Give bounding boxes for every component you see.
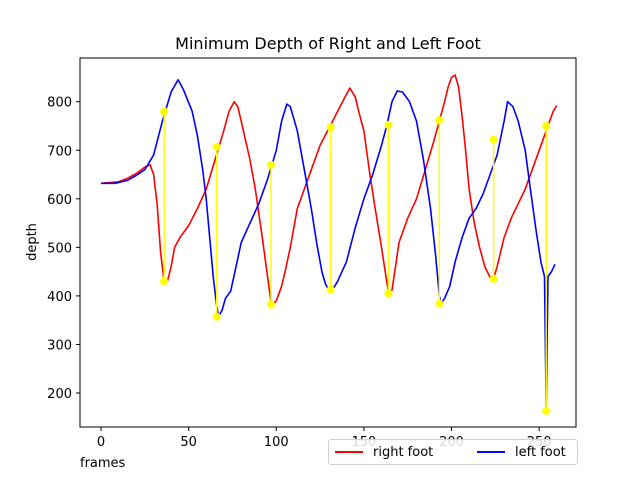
x-tick-label: 0: [97, 435, 105, 450]
y-tick-label: 400: [47, 290, 72, 305]
step-marker-point-2-1: [267, 160, 276, 169]
legend-item-right-foot: right foot: [335, 444, 433, 460]
y-axis-label: depth: [25, 223, 40, 261]
plot-frame: [79, 57, 577, 428]
step-marker-point-1-0: [212, 312, 221, 321]
legend-item-left-foot: left foot: [477, 444, 566, 460]
y-tick-label: 700: [47, 144, 72, 159]
step-marker-point-0-0: [160, 277, 169, 286]
legend-swatch-left-foot: [477, 451, 505, 453]
series-line-right-foot: [100, 74, 558, 306]
step-marker-point-4-1: [384, 121, 393, 130]
step-marker-point-6-0: [489, 274, 498, 283]
x-tick-label: 50: [180, 435, 197, 450]
step-marker-point-7-1: [542, 121, 551, 130]
x-tick-label: 100: [264, 435, 289, 450]
legend-label-right-foot: right foot: [373, 444, 434, 460]
step-marker-point-3-0: [326, 285, 335, 294]
step-marker-point-5-0: [435, 299, 444, 308]
step-marker-point-2-0: [267, 300, 276, 309]
plot-area: [100, 74, 558, 415]
legend: right foot left foot: [328, 439, 578, 465]
step-marker-point-7-0: [542, 406, 551, 415]
step-marker-point-5-1: [435, 116, 444, 125]
y-axis: 200 300 400 500 600 700 800: [47, 96, 80, 402]
step-marker-point-6-1: [489, 135, 498, 144]
step-marker-point-3-1: [326, 123, 335, 132]
chart-title: Minimum Depth of Right and Left Foot: [175, 34, 481, 53]
legend-swatch-right-foot: [335, 451, 363, 453]
step-marker-point-1-1: [212, 142, 221, 151]
legend-label-left-foot: left foot: [515, 444, 566, 460]
step-marker-point-0-1: [160, 107, 169, 116]
x-axis-label: frames: [80, 456, 126, 471]
step-marker-point-4-0: [384, 289, 393, 298]
y-tick-label: 600: [47, 193, 72, 208]
y-tick-label: 500: [47, 241, 72, 256]
y-tick-label: 200: [47, 387, 72, 402]
series-line-left-foot: [101, 79, 556, 411]
y-tick-label: 300: [47, 338, 72, 353]
y-tick-label: 800: [47, 96, 72, 111]
